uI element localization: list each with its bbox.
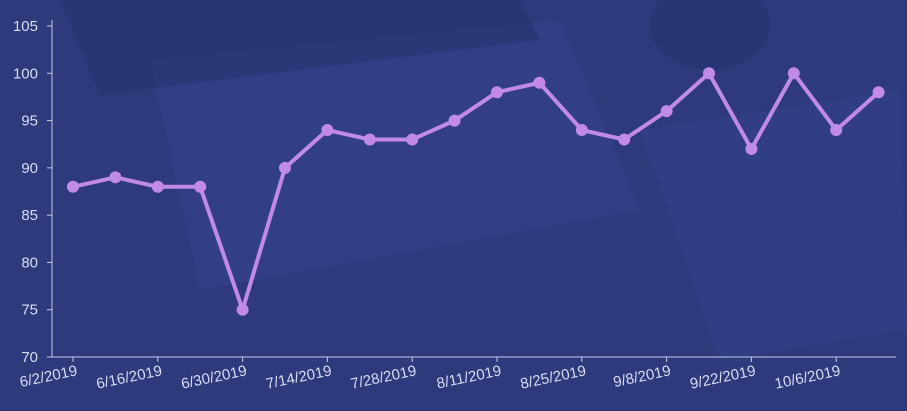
- data-point: [491, 86, 503, 99]
- data-point: [194, 180, 207, 193]
- data-point: [533, 76, 546, 89]
- data-point: [745, 142, 758, 155]
- y-tick-label: 85: [21, 207, 38, 224]
- y-tick-label: 105: [13, 18, 38, 35]
- y-tick-label: 80: [21, 254, 38, 271]
- data-point: [660, 105, 673, 118]
- cup-shape: [650, 0, 770, 70]
- data-point: [236, 303, 249, 316]
- y-tick-label: 100: [13, 65, 38, 82]
- series-line: [71, 71, 881, 312]
- y-axis-ticks: 70 75 80 85 90 95 100 105: [13, 18, 52, 366]
- data-point: [363, 133, 376, 146]
- y-tick-label: 95: [21, 113, 38, 130]
- data-point: [448, 114, 461, 127]
- axes: [51, 20, 896, 358]
- data-point: [830, 124, 843, 137]
- y-tick-label: 90: [21, 160, 38, 177]
- data-point: [109, 171, 122, 184]
- y-tick-label: 70: [21, 349, 38, 366]
- data-point: [703, 67, 715, 80]
- data-point: [406, 133, 419, 146]
- laptop-screen-shape: [60, 0, 540, 95]
- data-point: [151, 180, 164, 193]
- data-point: [279, 161, 291, 174]
- data-point: [67, 180, 79, 193]
- series-layer: [67, 67, 885, 316]
- data-point: [618, 133, 631, 146]
- data-point: [872, 86, 885, 99]
- paper-shape: [640, 90, 907, 360]
- y-tick-label: 75: [21, 302, 38, 319]
- data-point: [787, 67, 800, 80]
- data-point: [575, 124, 588, 137]
- data-point: [321, 124, 334, 137]
